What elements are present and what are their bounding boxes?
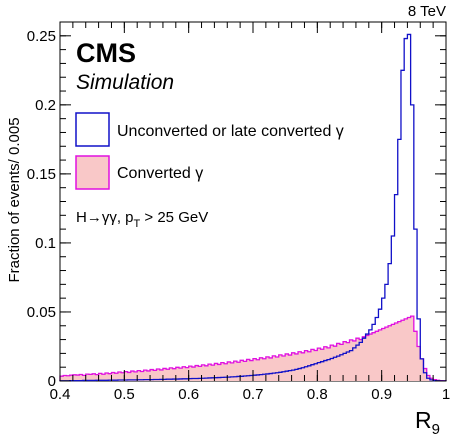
x-axis-label-main: R: [415, 407, 432, 433]
x-tick-label: 0.7: [243, 386, 264, 403]
y-tick-label: 0.15: [27, 166, 56, 183]
status-label: Simulation: [76, 71, 174, 94]
x-tick-label: 1: [442, 386, 450, 403]
legend-swatch-unconverted: [75, 112, 110, 147]
y-tick-label: 0.1: [35, 235, 56, 252]
legend-label-unconverted: Unconverted or late converted γ: [117, 123, 344, 140]
series-unconverted-histogram: [59, 33, 447, 382]
legend: Unconverted or late converted γ Converte…: [75, 112, 344, 190]
y-tick-label: 0.05: [27, 304, 56, 321]
x-tick-label: 0.5: [114, 386, 135, 403]
legend-label-converted: Converted γ: [117, 165, 203, 182]
y-tick-label: 0.2: [35, 97, 56, 114]
energy-label: 8 TeV: [408, 3, 446, 20]
process-annotation: H→γγ, pT > 25 GeV: [76, 209, 208, 230]
legend-swatch-converted: [75, 155, 110, 190]
x-tick-label: 0.6: [178, 386, 199, 403]
y-tick-label: 0.25: [27, 28, 56, 45]
annotation-tail: > 25 GeV: [140, 209, 208, 226]
y-tick-label: 0: [48, 373, 56, 390]
annotation-subscript: T: [134, 218, 141, 230]
x-tick-label: 0.8: [307, 386, 328, 403]
x-tick-label: 0.4: [50, 386, 71, 403]
x-tick-label: 0.9: [371, 386, 392, 403]
experiment-label: CMS: [76, 38, 136, 68]
y-axis-label: Fraction of events/ 0.005: [6, 117, 23, 282]
annotation-main: H→γγ, p: [76, 209, 134, 226]
tick-layer: 0.4 0.5 0.6 0.7 0.8 0.9 1 0 0.05 0.1 0.15 0.2 0.25: [27, 21, 450, 403]
x-axis-label-subscript: 9: [432, 421, 440, 438]
x-axis-label: R9: [415, 407, 440, 438]
